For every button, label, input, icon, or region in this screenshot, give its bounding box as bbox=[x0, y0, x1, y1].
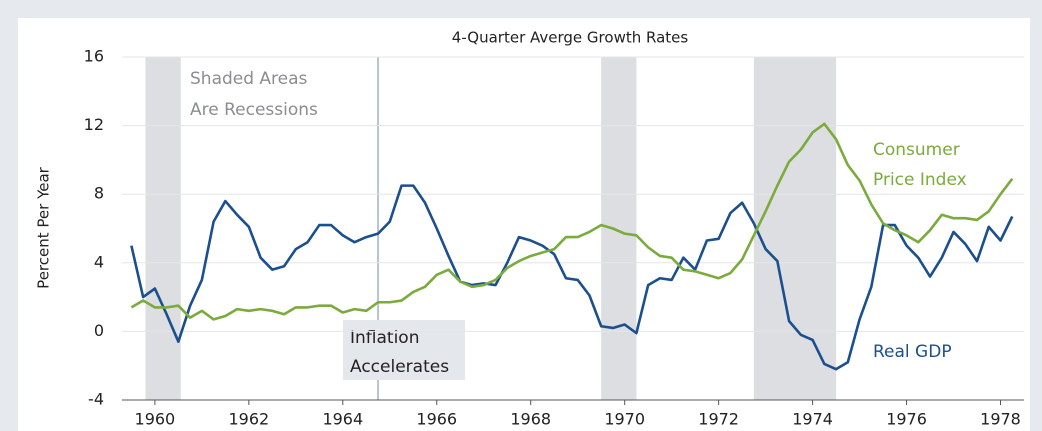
x-tick-label: 1966 bbox=[416, 410, 457, 429]
x-tick-label: 1976 bbox=[886, 410, 927, 429]
recession-note: Are Recessions bbox=[190, 100, 318, 120]
x-tick-label: 1968 bbox=[510, 410, 551, 429]
series-line bbox=[130, 122, 1014, 321]
recession-note: Shaded Areas bbox=[190, 69, 308, 89]
chart-title: 4-Quarter Averge Growth Rates bbox=[452, 29, 689, 47]
legend-label: Real GDP bbox=[873, 342, 952, 362]
event-label: Accelerates bbox=[350, 357, 449, 377]
x-tick-label: 1972 bbox=[698, 410, 739, 429]
x-tick-label: 1964 bbox=[322, 410, 363, 429]
x-tick-label: 1974 bbox=[792, 410, 833, 429]
y-tick-label: 0 bbox=[94, 321, 104, 340]
series-line bbox=[130, 184, 1014, 371]
panel bbox=[18, 18, 1030, 431]
recession-band bbox=[753, 57, 837, 400]
x-tick-label: 1970 bbox=[604, 410, 645, 429]
y-tick-label: 12 bbox=[84, 115, 104, 134]
y-axis-label: Percent Per Year bbox=[35, 166, 53, 288]
legend-label: Consumer bbox=[873, 140, 960, 160]
legend-label: Price Index bbox=[873, 170, 967, 190]
y-tick-label: 4 bbox=[94, 252, 104, 271]
y-tick-label: 8 bbox=[94, 184, 104, 203]
event-box bbox=[343, 320, 465, 380]
x-tick-label: 1962 bbox=[228, 410, 269, 429]
x-tick-label: 1978 bbox=[980, 410, 1021, 429]
recession-band bbox=[145, 57, 181, 400]
x-tick-label: 1960 bbox=[135, 410, 176, 429]
recession-band bbox=[601, 57, 637, 400]
y-tick-label: 16 bbox=[84, 47, 104, 66]
y-tick-label: -4 bbox=[88, 390, 104, 409]
event-label: Inflation bbox=[350, 328, 419, 348]
